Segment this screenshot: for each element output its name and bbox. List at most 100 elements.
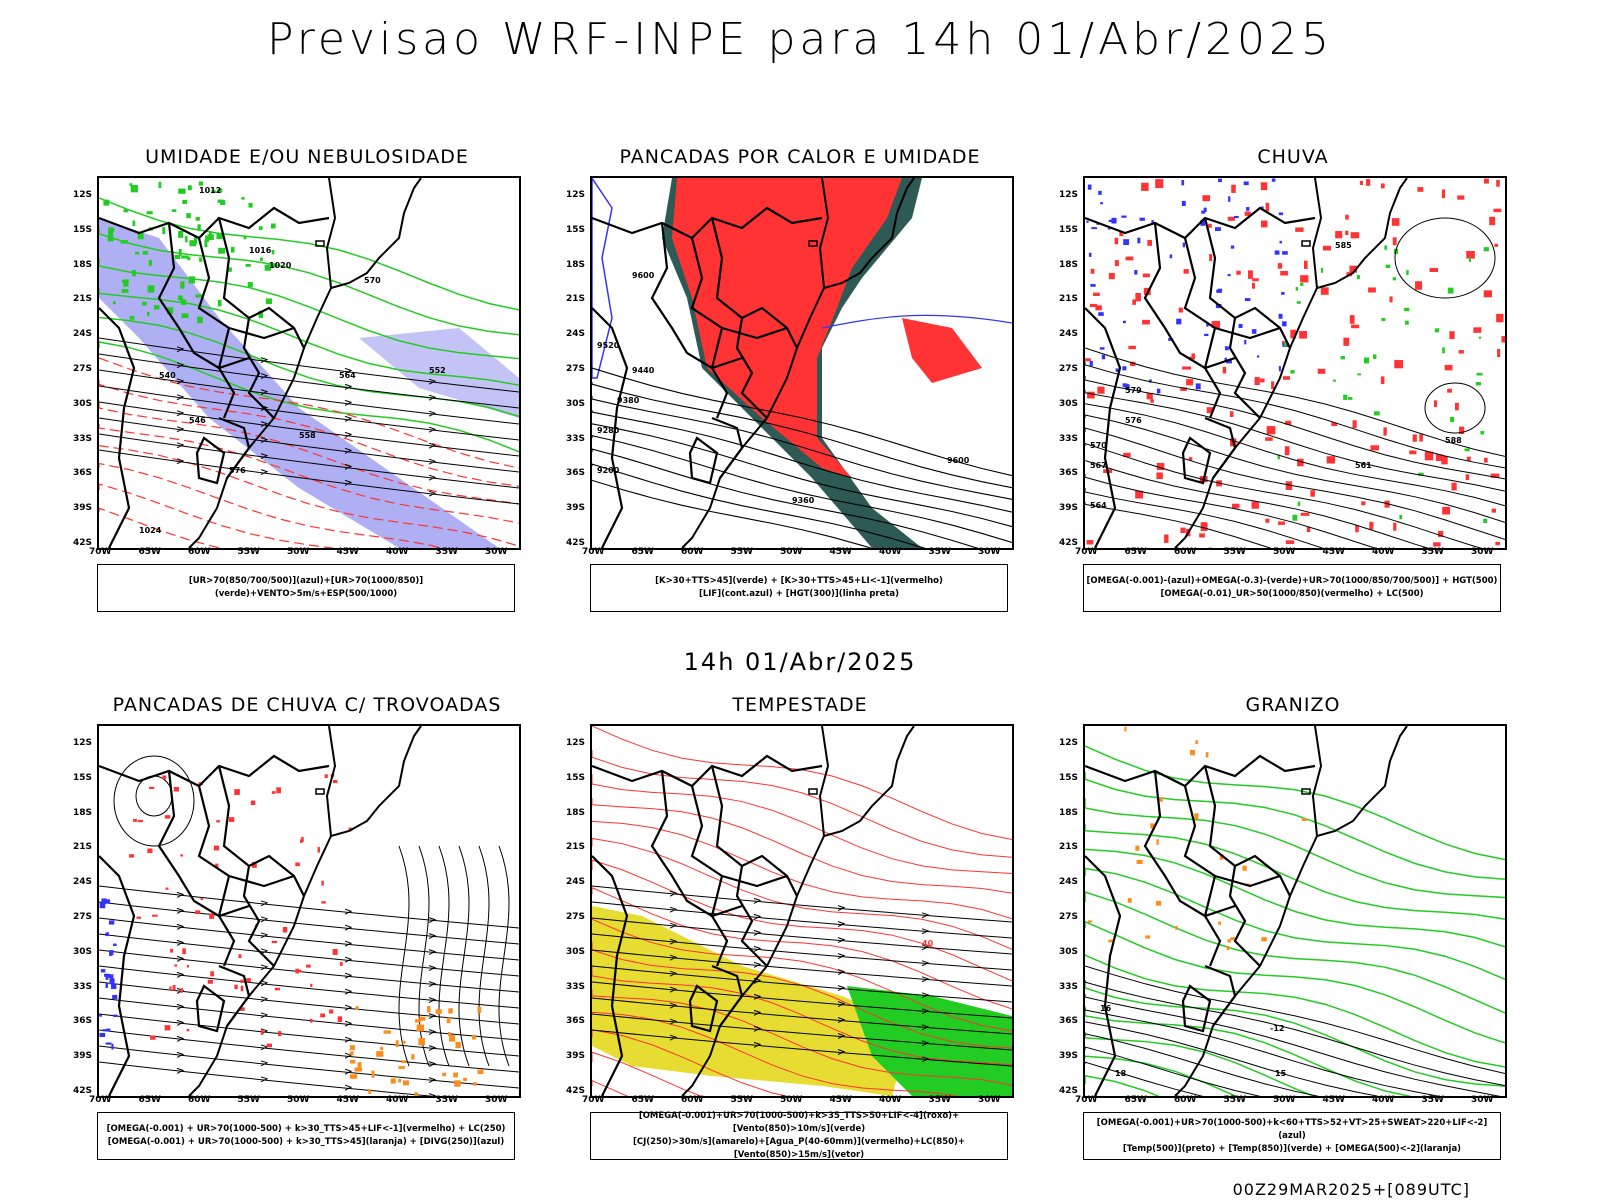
lon-tick-label: 50W [1273, 547, 1296, 557]
lat-tick-label: 33S [1059, 981, 1079, 992]
lat-tick-label: 33S [566, 981, 586, 992]
lon-tick-label: 35W [1421, 547, 1444, 557]
lon-tick-label: 55W [1223, 547, 1246, 557]
lat-tick-label: 12S [73, 738, 93, 748]
lon-tick-label: 35W [1421, 1095, 1444, 1105]
contour-label: 579 [1125, 386, 1142, 395]
lat-tick-label: 21S [566, 294, 586, 305]
lon-tick-label: 50W [287, 1095, 310, 1105]
lon-tick-label: 60W [1174, 547, 1197, 557]
lat-tick-label: 27S [1059, 912, 1079, 922]
lat-tick-label: 12S [566, 190, 586, 200]
contour-label: 576 [229, 466, 246, 475]
lon-tick-label: 50W [780, 1095, 803, 1105]
lon-tick-label: 70W [89, 547, 112, 557]
lon-tick-label: 55W [730, 1095, 753, 1105]
lat-tick-label: 18S [566, 807, 586, 818]
lat-tick-label: 21S [1059, 842, 1079, 853]
lon-tick-label: 45W [829, 547, 852, 557]
lon-tick-label: 70W [582, 547, 605, 557]
lat-tick-label: 42S [73, 538, 93, 548]
legend-line: [K>30+TTS>45](verde) + [K>30+TTS>45+LI<-… [655, 576, 943, 586]
contour-label: 9280 [597, 426, 620, 435]
lat-tick-label: 30S [73, 398, 93, 409]
contour-label: 546 [189, 416, 206, 425]
lat-tick-label: 15S [73, 772, 93, 783]
lon-tick-label: 65W [138, 1095, 161, 1105]
lat-tick-label: 36S [73, 1016, 93, 1027]
lat-tick-label: 27S [566, 912, 586, 922]
lon-tick-label: 30W [485, 1095, 508, 1105]
lat-tick-label: 30S [566, 398, 586, 409]
lat-tick-label: 15S [1059, 224, 1079, 235]
contour-label: 552 [429, 366, 446, 375]
lat-tick-label: 42S [566, 538, 586, 548]
contour-label: 564 [1090, 501, 1107, 510]
lat-tick-label: 30S [1059, 398, 1079, 409]
lon-tick-label: 60W [681, 547, 704, 557]
lat-tick-label: 39S [1059, 503, 1079, 514]
lat-tick-label: 39S [566, 503, 586, 514]
contour-label: 1020 [269, 261, 292, 270]
lat-tick-label: 12S [1059, 738, 1079, 748]
lon-tick-label: 35W [435, 547, 458, 557]
contour-label: 588 [1445, 436, 1462, 445]
lon-tick-label: 60W [1174, 1095, 1197, 1105]
lat-tick-label: 33S [1059, 433, 1079, 444]
lon-tick-label: 40W [879, 1095, 902, 1105]
lon-tick-label: 35W [435, 1095, 458, 1105]
contour-label: 570 [364, 276, 381, 285]
lon-tick-label: 55W [237, 1095, 260, 1105]
contour-label: 40 [922, 939, 934, 948]
lat-tick-label: 15S [73, 224, 93, 235]
lat-tick-label: 39S [73, 1051, 93, 1062]
legend-line: [OMEGA(-0.001)+UR>70(1000-500)+k>35_TTS>… [638, 1111, 960, 1134]
panel-legend: [OMEGA(-0.001) + UR>70(1000-500) + k>30_… [97, 1112, 515, 1160]
panel-title: GRANIZO [1245, 694, 1341, 716]
lat-tick-label: 36S [73, 468, 93, 479]
panel-legend: [UR>70(850/700/500)](azul)+[UR>70(1000/8… [97, 564, 515, 612]
contour-label: 9440 [632, 366, 655, 375]
map-plot [97, 724, 521, 1098]
panel-p3: CHUVA 585 579 576 570 567 564 561 588 12S 15S 18S 21… [1059, 140, 1507, 620]
lon-tick-label: 30W [1471, 547, 1494, 557]
panel-title: PANCADAS DE CHUVA C/ TROVOADAS [112, 694, 502, 716]
lat-tick-label: 42S [1059, 538, 1079, 548]
contour-label: 15 [1275, 1069, 1287, 1078]
legend-line: [OMEGA(-0.001)+UR>70(1000-500)+k<60+TTS>… [1096, 1117, 1488, 1141]
lat-tick-label: 15S [566, 772, 586, 783]
lon-tick-label: 50W [287, 547, 310, 557]
lat-tick-label: 18S [1059, 259, 1079, 270]
contour-label: 9380 [617, 396, 640, 405]
lat-tick-label: 39S [1059, 1051, 1079, 1062]
contour-label: 558 [299, 431, 316, 440]
lat-tick-label: 33S [73, 433, 93, 444]
lon-tick-label: 55W [237, 547, 260, 557]
contour-label: 9520 [597, 341, 620, 350]
lon-tick-label: 60W [188, 1095, 211, 1105]
panel-legend: [OMEGA(-0.001)+UR>70(1000-500)+k<60+TTS>… [1083, 1112, 1501, 1160]
contour-label: 540 [159, 371, 176, 380]
lat-tick-label: 15S [1059, 772, 1079, 783]
lon-tick-label: 65W [138, 547, 161, 557]
legend-line: [CJ(250)>30m/s](amarelo)+[Agua_P(40-60mm… [632, 1137, 966, 1160]
legend-line: [OMEGA(-0.001) + UR>70(1000-500) + k>30_… [107, 1137, 505, 1147]
lat-tick-label: 18S [73, 807, 93, 818]
lon-tick-label: 65W [631, 1095, 654, 1105]
panel-p5: TEMPESTADE 40 12S 15S 18S 21S 24S 27S 30S 33S 36S 3… [566, 688, 1014, 1168]
lat-tick-label: 12S [1059, 190, 1079, 200]
lat-tick-label: 15S [566, 224, 586, 235]
contour-label: 564 [339, 371, 356, 380]
lat-tick-label: 24S [73, 877, 93, 888]
panel-p6: GRANIZO -12 16 15 18 12S 15S 18S 21S 24S 27S 30S 33S… [1059, 688, 1507, 1168]
legend-line: [LIF](cont.azul) + [HGT(300)](linha pret… [698, 589, 900, 599]
contour-label: 9600 [632, 271, 655, 280]
lat-tick-label: 39S [73, 503, 93, 514]
lat-tick-label: 12S [73, 190, 93, 200]
mid-forecast-time: 14h 01/Abr/2025 [683, 648, 917, 676]
map-plot: -12 16 15 18 [1083, 724, 1507, 1098]
lat-tick-label: 42S [1059, 1086, 1079, 1096]
lon-tick-label: 40W [1372, 1095, 1395, 1105]
lon-tick-label: 30W [978, 547, 1001, 557]
contour-label: 9360 [792, 496, 815, 505]
